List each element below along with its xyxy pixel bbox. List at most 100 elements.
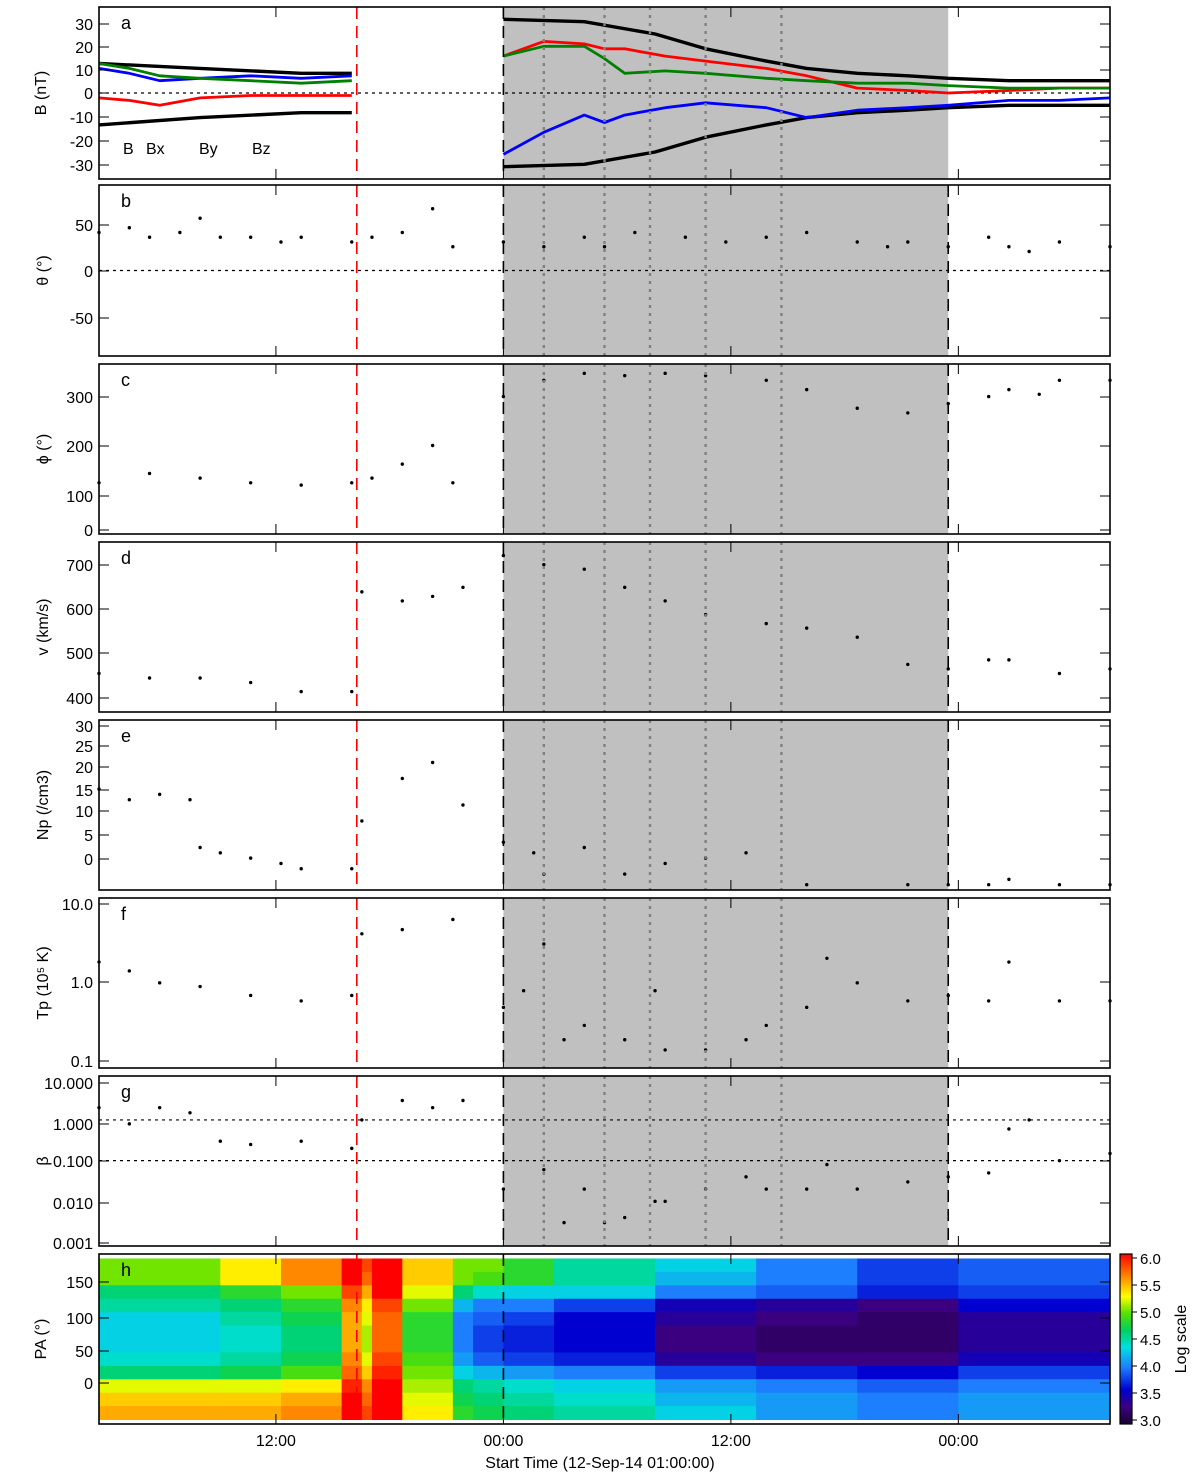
heatmap-cell xyxy=(857,1406,959,1421)
heatmap-cell xyxy=(341,1339,363,1353)
heatmap-cell xyxy=(99,1285,221,1300)
heatmap-cell xyxy=(553,1271,656,1286)
data-point xyxy=(1057,882,1062,887)
heatmap-cell xyxy=(553,1365,656,1380)
data-point xyxy=(188,1111,192,1115)
heatmap-cell xyxy=(371,1325,403,1340)
legend-entry-bz: Bz xyxy=(252,141,271,158)
data-point xyxy=(350,993,354,998)
y-tick-label: -50 xyxy=(70,311,93,328)
heatmap-cell xyxy=(341,1258,363,1273)
heatmap-cell xyxy=(220,1406,282,1421)
heatmap-cell xyxy=(280,1258,343,1273)
data-point xyxy=(906,1180,910,1184)
y-tick-label: 0.100 xyxy=(53,1154,93,1171)
heatmap-cell xyxy=(341,1298,363,1313)
heatmap-cell xyxy=(473,1258,504,1273)
x-axis-label: Start Time (12-Sep-14 01:00:00) xyxy=(485,1455,714,1472)
data-point xyxy=(279,861,283,866)
data-point xyxy=(986,1171,991,1175)
data-point xyxy=(805,1187,809,1191)
data-point xyxy=(299,867,303,871)
y-tick-label: 5 xyxy=(84,828,93,845)
data-point xyxy=(855,406,859,410)
heatmap-cell xyxy=(402,1325,454,1340)
colorbar-tick-label: 4.5 xyxy=(1140,1332,1161,1349)
colorbar-tick-label: 3.0 xyxy=(1140,1413,1161,1430)
legend-entry-by: By xyxy=(199,141,218,158)
y-axis-label: ϕ (°) xyxy=(35,434,52,464)
heatmap-cell xyxy=(857,1325,959,1340)
heatmap-cell xyxy=(361,1379,373,1394)
heatmap-cell xyxy=(958,1325,1111,1340)
data-point xyxy=(764,621,768,626)
y-tick-label: 1.000 xyxy=(53,1117,93,1134)
shaded-interval xyxy=(503,364,949,534)
y-tick-label: 500 xyxy=(66,646,93,663)
heatmap-cell xyxy=(452,1339,474,1353)
data-point xyxy=(299,1139,303,1143)
heatmap-cell xyxy=(655,1392,757,1407)
heatmap-cell xyxy=(958,1406,1111,1421)
heatmap-cell xyxy=(371,1392,403,1407)
legend-entry-b: B xyxy=(123,141,134,158)
heatmap-cell xyxy=(473,1379,504,1394)
heatmap-cell xyxy=(553,1325,656,1340)
data-point xyxy=(825,1162,829,1167)
data-point xyxy=(986,882,991,887)
y-tick-label: 600 xyxy=(66,602,93,619)
data-point xyxy=(157,1105,162,1110)
y-tick-label: 0.001 xyxy=(53,1236,93,1253)
heatmap-cell xyxy=(452,1352,474,1367)
heatmap-cell xyxy=(220,1325,282,1340)
heatmap-cell xyxy=(341,1352,363,1367)
data-point xyxy=(147,471,152,476)
data-point xyxy=(602,245,607,249)
heatmap-cell xyxy=(473,1312,504,1327)
heatmap-cell xyxy=(756,1365,858,1380)
heatmap-cell xyxy=(503,1258,555,1273)
data-point xyxy=(279,240,283,244)
data-point xyxy=(299,235,303,239)
heatmap-cell xyxy=(280,1392,343,1407)
heatmap-cell xyxy=(452,1325,474,1340)
colorbar-tick-label: 6.0 xyxy=(1140,1251,1161,1268)
heatmap-cell xyxy=(402,1312,454,1327)
heatmap-cell xyxy=(958,1312,1111,1327)
data-point xyxy=(198,676,202,680)
panel-frame xyxy=(98,541,1111,713)
heatmap-cell xyxy=(280,1312,343,1327)
heatmap-cell xyxy=(371,1379,403,1394)
heatmap-cell xyxy=(473,1365,504,1380)
heatmap-cell xyxy=(361,1258,373,1273)
y-axis-label: PA (°) xyxy=(33,1319,50,1360)
data-point xyxy=(764,1187,768,1191)
data-point xyxy=(218,851,223,855)
heatmap-cell xyxy=(503,1406,555,1421)
data-point xyxy=(248,993,253,998)
data-point xyxy=(764,235,768,239)
panel-frame xyxy=(98,719,1111,891)
data-point xyxy=(218,1139,223,1143)
y-tick-label: 700 xyxy=(66,558,93,575)
data-point xyxy=(764,378,768,383)
data-point xyxy=(501,1005,506,1010)
heatmap-cell xyxy=(220,1271,282,1286)
heatmap-cell xyxy=(371,1406,403,1421)
heatmap-cell xyxy=(371,1285,403,1300)
heatmap-cell xyxy=(452,1285,474,1300)
data-point xyxy=(542,562,546,567)
heatmap-cell xyxy=(857,1285,959,1300)
heatmap-cell xyxy=(553,1339,656,1353)
data-point xyxy=(744,851,748,855)
heatmap-cell xyxy=(473,1298,504,1313)
data-point xyxy=(1057,671,1062,676)
heatmap-cell xyxy=(655,1312,757,1327)
heatmap-cell xyxy=(857,1379,959,1394)
y-axis-label: Tp (10⁵ K) xyxy=(35,946,52,1019)
data-point xyxy=(461,803,465,807)
data-point xyxy=(501,394,506,399)
x-tick-label: 00:00 xyxy=(483,1433,523,1450)
